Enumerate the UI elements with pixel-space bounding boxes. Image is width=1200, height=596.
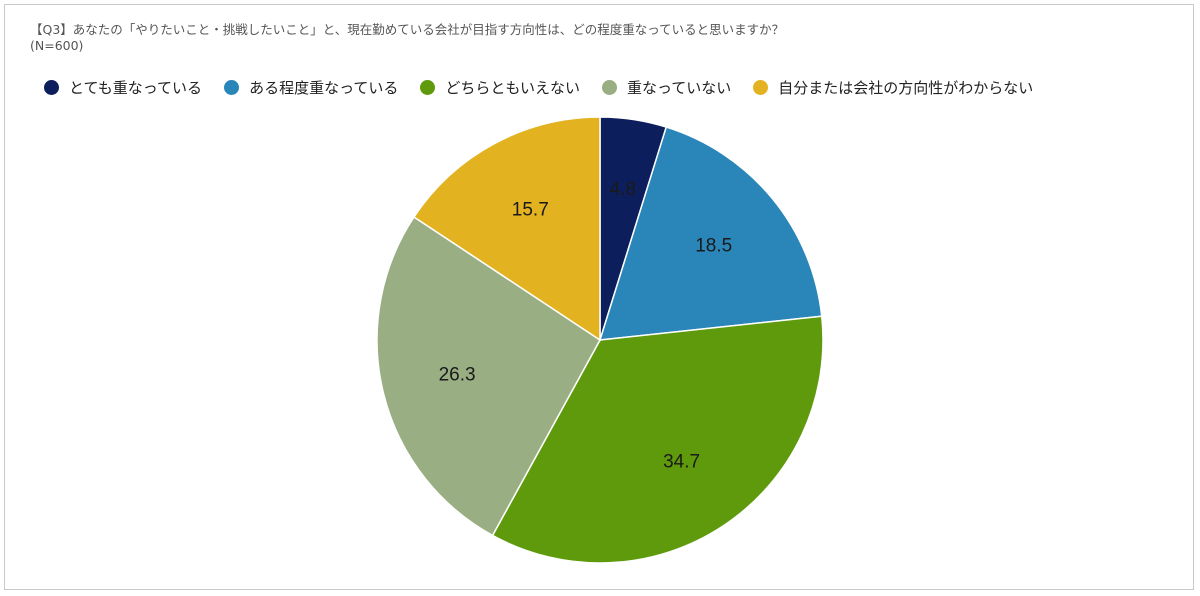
pie-slice-4 [376, 215, 601, 537]
legend-item-2: ある程度重なっている [224, 77, 398, 98]
legend-swatch-3 [420, 80, 436, 95]
chart-legend: とても重なっている ある程度重なっている どちらともいえない 重なっていない 自分または… [44, 77, 1055, 98]
chart-title: 【Q3】あなたの「やりたいこと・挑戦したいこと」と、現在勤めている会社が目指す方… [30, 22, 784, 54]
legend-label-4: 重なっていない [627, 79, 732, 97]
chart-subtitle: (N=600) [30, 38, 84, 53]
legend-label-3: どちらともいえない [445, 79, 581, 97]
legend-swatch-2 [224, 80, 240, 95]
legend-item-5: 自分または会社の方向性がわからない [753, 77, 1033, 98]
pie-slice-5 [412, 116, 601, 342]
legend-swatch-1 [44, 80, 59, 95]
legend-item-1: とても重なっている [44, 77, 202, 98]
pie-slice-label-2: 18.5 [695, 236, 732, 257]
pie-slice-3 [491, 315, 824, 564]
chart-title-line1: 【Q3】あなたの「やりたいこと・挑戦したいこと」と、現在勤めている会社が目指す方… [30, 22, 785, 37]
pie-slice-label-1: 4.8 [610, 179, 636, 200]
legend-item-4: 重なっていない [602, 77, 731, 98]
legend-swatch-5 [753, 80, 769, 95]
legend-swatch-4 [602, 80, 618, 95]
pie-slice-label-5: 15.7 [512, 199, 549, 220]
pie-slice-2 [598, 126, 823, 341]
legend-label-5: 自分または会社の方向性がわからない [778, 79, 1034, 97]
pie-slice-label-3: 34.7 [663, 452, 700, 473]
legend-label-2: ある程度重なっている [249, 79, 399, 97]
legend-label-1: とても重なっている [69, 79, 203, 97]
legend-item-3: どちらともいえない [420, 77, 580, 98]
pie-slice-label-4: 26.3 [439, 364, 476, 385]
